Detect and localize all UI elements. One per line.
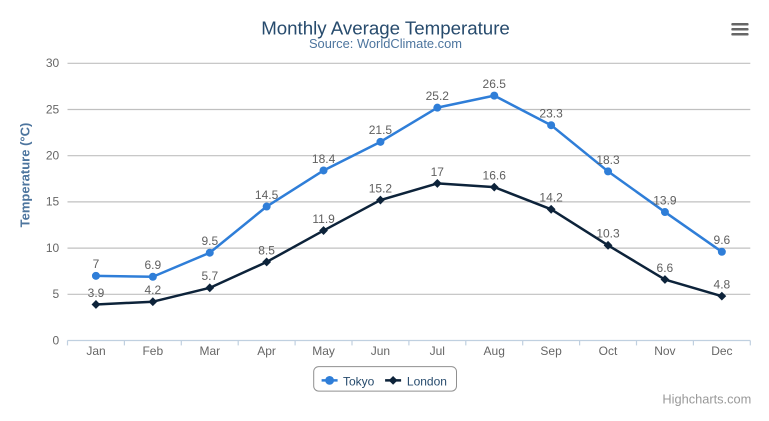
- svg-text:May: May: [312, 344, 335, 358]
- svg-text:7: 7: [93, 257, 100, 271]
- svg-text:Monthly Average Temperature: Monthly Average Temperature: [261, 17, 510, 38]
- svg-text:Oct: Oct: [599, 344, 618, 358]
- svg-text:Dec: Dec: [711, 344, 732, 358]
- svg-text:Source: WorldClimate.com: Source: WorldClimate.com: [309, 36, 462, 51]
- svg-text:Mar: Mar: [199, 344, 220, 358]
- svg-text:Tokyo: Tokyo: [343, 374, 375, 388]
- svg-text:10.3: 10.3: [596, 227, 620, 241]
- svg-text:5: 5: [53, 287, 60, 301]
- svg-text:13.9: 13.9: [653, 194, 677, 208]
- svg-text:9.6: 9.6: [714, 233, 731, 247]
- svg-text:London: London: [407, 374, 447, 388]
- svg-text:15: 15: [46, 195, 60, 209]
- svg-text:Sep: Sep: [540, 344, 562, 358]
- svg-text:5.7: 5.7: [201, 269, 218, 283]
- svg-text:0: 0: [53, 333, 60, 347]
- svg-text:11.9: 11.9: [312, 212, 335, 226]
- svg-text:6.6: 6.6: [657, 261, 674, 275]
- svg-text:3.9: 3.9: [88, 286, 105, 300]
- svg-text:Aug: Aug: [484, 344, 505, 358]
- svg-text:4.8: 4.8: [714, 278, 731, 292]
- svg-text:Apr: Apr: [257, 344, 276, 358]
- svg-text:4.2: 4.2: [144, 283, 161, 297]
- svg-text:20: 20: [46, 149, 60, 163]
- svg-text:9.5: 9.5: [201, 234, 218, 248]
- svg-text:14.2: 14.2: [539, 191, 563, 205]
- svg-text:Highcharts.com: Highcharts.com: [662, 392, 751, 407]
- svg-text:18.3: 18.3: [596, 153, 620, 167]
- svg-text:Nov: Nov: [654, 344, 675, 358]
- svg-text:18.4: 18.4: [312, 152, 336, 166]
- svg-text:25: 25: [46, 102, 60, 116]
- svg-text:23.3: 23.3: [539, 107, 563, 121]
- svg-text:Jun: Jun: [371, 344, 390, 358]
- svg-text:Jan: Jan: [86, 344, 105, 358]
- svg-text:6.9: 6.9: [144, 258, 161, 272]
- svg-text:Jul: Jul: [430, 344, 445, 358]
- svg-text:25.2: 25.2: [426, 89, 450, 103]
- svg-text:16.6: 16.6: [483, 169, 507, 183]
- svg-text:26.5: 26.5: [483, 77, 507, 91]
- svg-text:8.5: 8.5: [258, 243, 275, 257]
- svg-text:Temperature (°C): Temperature (°C): [18, 123, 33, 228]
- svg-text:15.2: 15.2: [369, 182, 393, 196]
- svg-text:30: 30: [46, 56, 60, 70]
- svg-text:17: 17: [431, 165, 445, 179]
- svg-text:21.5: 21.5: [369, 123, 393, 137]
- svg-text:10: 10: [46, 241, 60, 255]
- svg-text:Feb: Feb: [142, 344, 163, 358]
- svg-text:14.5: 14.5: [255, 188, 279, 202]
